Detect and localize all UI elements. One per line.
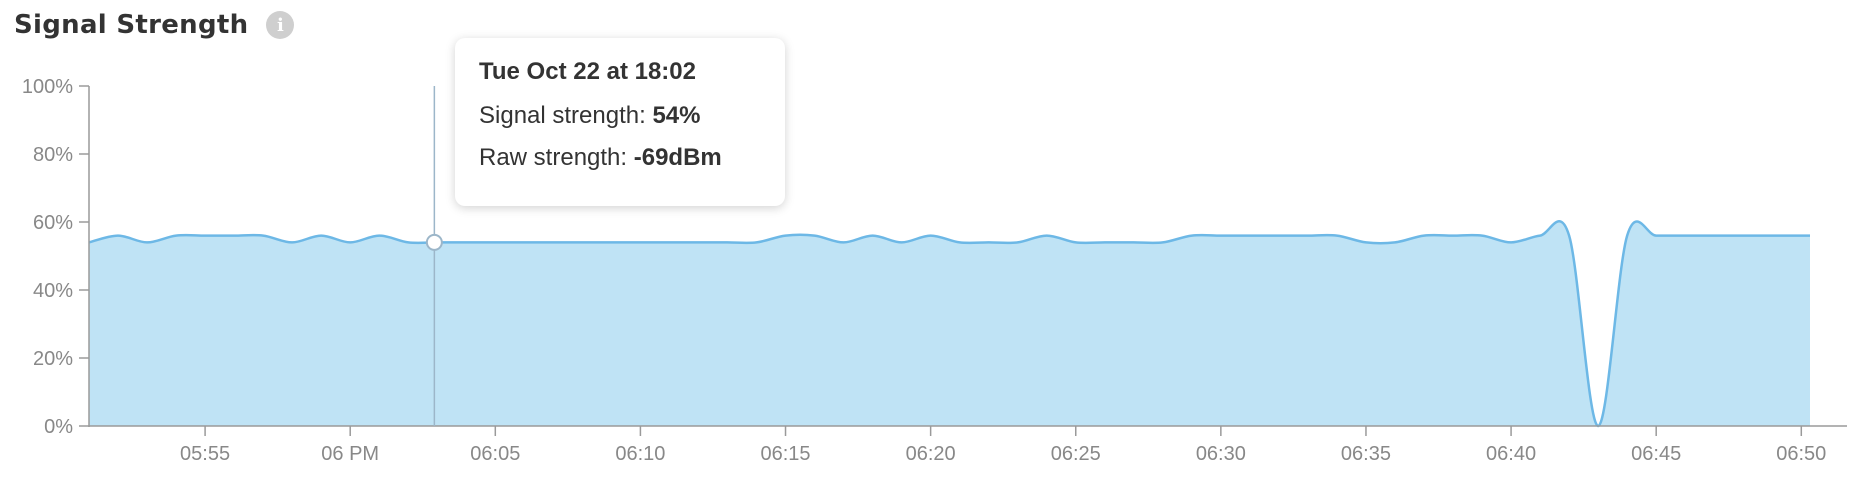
hover-point-marker (425, 233, 443, 251)
info-icon[interactable]: i (266, 11, 295, 39)
x-tick-label: 06:10 (615, 443, 665, 465)
y-tick-label: 80% (33, 144, 73, 166)
y-tick-label: 40% (33, 280, 73, 302)
chart-header: Signal Strength i (14, 10, 295, 40)
x-tick-label: 06:50 (1776, 443, 1826, 465)
x-tick-label: 06:25 (1051, 443, 1101, 465)
chart-title: Signal Strength (14, 10, 249, 40)
y-tick-label: 60% (33, 212, 73, 234)
x-tick-label: 06:15 (760, 443, 810, 465)
x-tick-label: 06:35 (1341, 443, 1391, 465)
x-tick-label: 06 PM (321, 443, 379, 465)
x-tick-label: 05:55 (180, 443, 230, 465)
tooltip-raw-label: Raw strength: (479, 144, 634, 171)
y-tick-label: 100% (22, 76, 73, 98)
tooltip-signal-row: Signal strength: 54% (479, 102, 761, 130)
tooltip-raw-row: Raw strength: -69dBm (479, 144, 761, 172)
tooltip-signal-label: Signal strength: (479, 102, 653, 129)
x-tick-label: 06:20 (906, 443, 956, 465)
x-tick-label: 06:30 (1196, 443, 1246, 465)
signal-line (88, 219, 1810, 428)
y-tick-label: 0% (44, 416, 73, 438)
tooltip-signal-value: 54% (652, 102, 701, 129)
x-tick-label: 06:45 (1631, 443, 1681, 465)
x-tick-label: 06:40 (1486, 443, 1536, 465)
signal-area-fill (89, 221, 1810, 426)
x-tick-label: 06:05 (470, 443, 520, 465)
tooltip-date: Tue Oct 22 at 18:02 (479, 58, 696, 85)
y-tick-label: 20% (33, 348, 73, 370)
tooltip-raw-value: -69dBm (633, 144, 722, 171)
chart-tooltip: Tue Oct 22 at 18:02 Signal strength: 54%… (455, 38, 785, 206)
